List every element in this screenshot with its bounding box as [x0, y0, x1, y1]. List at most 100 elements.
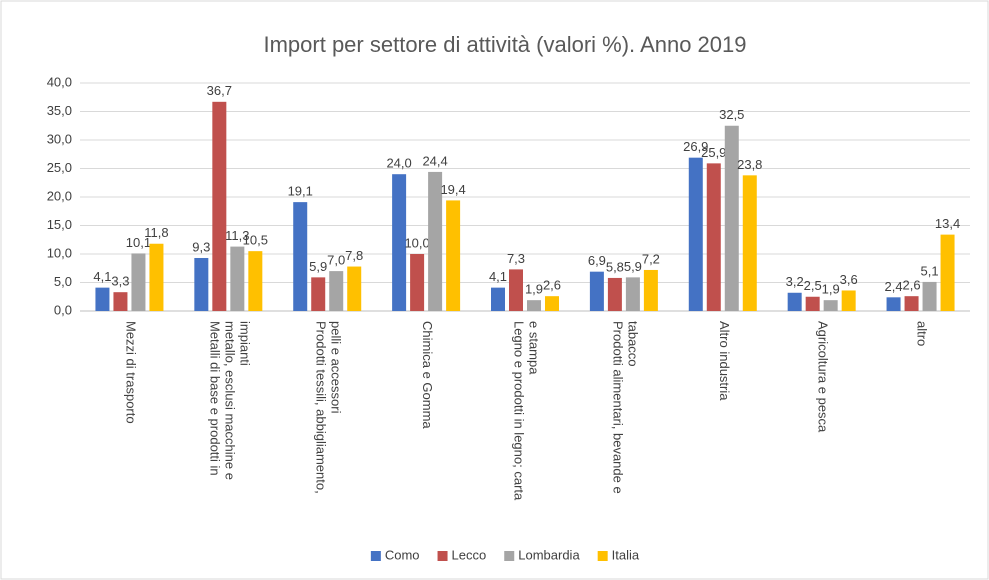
- bar: [724, 125, 739, 311]
- data-label: 11,3: [225, 228, 249, 243]
- data-label: 36,7: [207, 83, 232, 98]
- bar: [904, 296, 919, 311]
- x-tick-label: altro: [914, 321, 929, 346]
- data-label: 7,8: [345, 248, 363, 263]
- bar: [410, 254, 425, 311]
- data-label: 10,1: [126, 235, 151, 250]
- bar: [706, 163, 721, 311]
- bar: [841, 290, 856, 311]
- y-tick-label: 10,0: [47, 245, 72, 260]
- data-label: 23,8: [737, 157, 762, 172]
- data-label: 19,4: [440, 182, 465, 197]
- y-tick-label: 0,0: [54, 302, 72, 317]
- y-tick-label: 30,0: [47, 131, 72, 146]
- data-label: 26,9: [683, 139, 708, 154]
- bar: [293, 202, 308, 311]
- bar: [446, 200, 461, 311]
- data-label: 4,1: [93, 269, 111, 284]
- bar: [491, 287, 505, 311]
- data-label: 9,3: [192, 239, 210, 254]
- legend-swatch: [504, 551, 515, 561]
- data-label: 24,4: [422, 153, 447, 168]
- data-label: 7,0: [327, 253, 345, 268]
- bar: [527, 300, 541, 311]
- bar: [787, 292, 802, 311]
- legend-label: Italia: [612, 547, 640, 562]
- bar: [248, 251, 263, 311]
- bar: [805, 296, 820, 311]
- bar: [545, 296, 559, 311]
- bar: [643, 269, 658, 311]
- y-tick-label: 35,0: [47, 103, 72, 118]
- y-tick-label: 40,0: [47, 74, 72, 89]
- data-label: 7,2: [642, 251, 660, 266]
- data-label: 5,9: [309, 259, 327, 274]
- bar: [329, 271, 344, 311]
- data-label: 1,9: [525, 282, 543, 297]
- data-label: 5,1: [921, 263, 939, 278]
- bar: [509, 269, 523, 311]
- data-label: 3,3: [111, 274, 129, 289]
- x-tick-label: Legno e prodotti in legno; carta e stamp…: [511, 321, 541, 504]
- data-label: 25,9: [701, 145, 726, 160]
- data-label: 10,0: [404, 235, 429, 250]
- bar: [392, 174, 407, 311]
- legend-swatch: [370, 551, 381, 561]
- bar: [922, 281, 937, 311]
- data-label: 5,8: [606, 259, 624, 274]
- bar: [113, 292, 128, 311]
- y-tick-label: 20,0: [47, 188, 72, 203]
- data-label: 5,9: [624, 259, 642, 274]
- bar: [95, 287, 110, 311]
- legend-label: Lecco: [452, 547, 487, 562]
- legend-swatch: [437, 551, 448, 561]
- x-tick-label: Metalli di base e prodotti in metallo, e…: [207, 321, 252, 484]
- data-label: 6,9: [588, 253, 606, 268]
- bar: [428, 171, 443, 311]
- data-label: 2,4: [885, 279, 903, 294]
- y-tick-label: 15,0: [47, 217, 72, 232]
- data-label: 10,5: [243, 233, 268, 248]
- data-label: 32,5: [719, 107, 744, 122]
- y-tick-label: 5,0: [54, 274, 72, 289]
- legend-swatch: [597, 551, 608, 561]
- data-label: 24,0: [386, 156, 411, 171]
- bar: [625, 277, 640, 311]
- bar: [230, 246, 245, 311]
- data-label: 7,3: [507, 251, 525, 266]
- data-label: 2,6: [903, 278, 921, 293]
- x-tick-label: Mezzi di trasporto: [123, 321, 138, 424]
- bar: [940, 234, 955, 311]
- x-tick-label: Altro industria: [716, 321, 731, 401]
- bar: [311, 277, 326, 311]
- x-tick-label: Prodotti tessili, abbigliamento, pelli e…: [313, 321, 343, 497]
- data-label: 11,8: [144, 225, 168, 240]
- x-tick-label: Chimica e Gomma: [420, 321, 435, 429]
- data-label: 3,6: [840, 272, 858, 287]
- bar: [589, 271, 604, 311]
- legend-label: Lombardia: [518, 547, 580, 562]
- bar: [194, 257, 209, 311]
- bar: [149, 243, 164, 311]
- bar: [823, 300, 838, 311]
- data-label: 4,1: [489, 269, 507, 284]
- bar: [607, 277, 622, 311]
- bar: [131, 253, 146, 311]
- data-label: 3,2: [786, 274, 804, 289]
- bar: [886, 297, 901, 311]
- data-label: 19,1: [288, 184, 313, 199]
- bar: [742, 175, 757, 311]
- bar: [688, 157, 703, 311]
- bar: [347, 266, 362, 311]
- data-label: 2,6: [543, 278, 561, 293]
- chart-title: Import per settore di attività (valori %…: [263, 32, 746, 57]
- x-tick-label: Agricoltura e pesca: [815, 321, 830, 433]
- data-label: 2,5: [804, 278, 822, 293]
- y-tick-label: 25,0: [47, 160, 72, 175]
- data-label: 1,9: [822, 282, 840, 297]
- x-tick-label: Prodotti alimentari, bevande e tabacco: [610, 321, 640, 497]
- data-label: 13,4: [935, 216, 960, 231]
- legend: Como Lecco Lombardia Italia: [370, 547, 640, 562]
- bar: [212, 101, 227, 311]
